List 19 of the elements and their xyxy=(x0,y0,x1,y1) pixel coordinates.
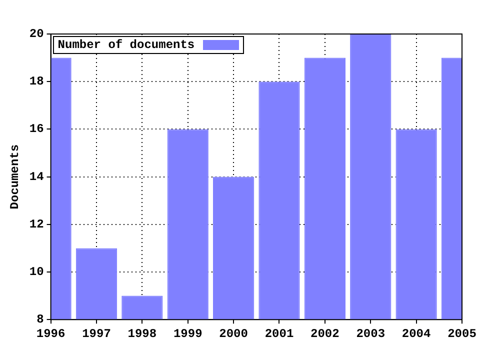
x-tick-label: 2005 xyxy=(448,326,476,341)
y-tick-label: 14 xyxy=(29,170,44,184)
x-tick-label: 2000 xyxy=(219,326,248,341)
x-tick-label: 1998 xyxy=(128,326,157,341)
x-tick-label: 1999 xyxy=(173,326,202,341)
x-tick-label: 1997 xyxy=(82,326,111,341)
x-tick-label: 2004 xyxy=(402,326,431,341)
y-tick-label: 16 xyxy=(29,122,44,136)
y-tick-label: 12 xyxy=(29,217,44,232)
y-tick-label: 8 xyxy=(36,312,44,327)
y-tick-label: 18 xyxy=(29,74,44,89)
y-axis-title: Documents xyxy=(8,144,22,210)
y-tick-label: 20 xyxy=(29,27,44,42)
x-tick-label: 2002 xyxy=(310,326,340,341)
x-tick-label: 1996 xyxy=(36,326,66,341)
x-tick-label: 2003 xyxy=(356,326,386,341)
legend-label: Number of documents xyxy=(58,38,195,52)
x-tick-label: 2001 xyxy=(264,326,294,341)
y-tick-label: 10 xyxy=(29,265,44,280)
